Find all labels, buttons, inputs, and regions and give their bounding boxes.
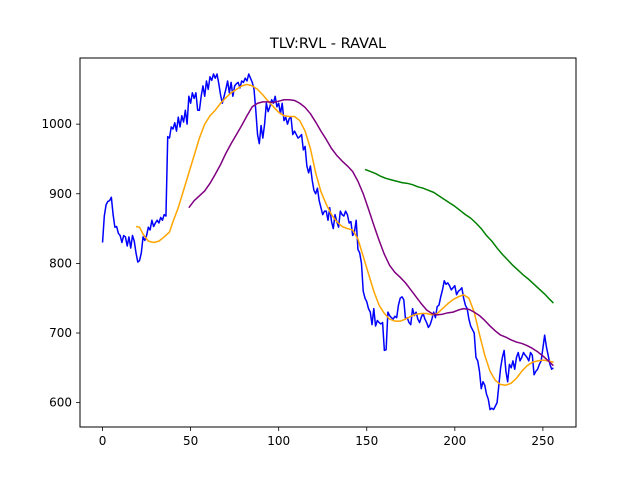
x-tick-label: 200 — [443, 434, 466, 448]
series-layer — [101, 73, 554, 411]
x-tick-label: 50 — [183, 434, 198, 448]
y-tick-label: 600 — [49, 396, 72, 410]
series-line-1 — [135, 83, 554, 386]
x-tick-label: 250 — [531, 434, 554, 448]
plot-frame — [79, 57, 577, 428]
x-tick-label: 150 — [355, 434, 378, 448]
x-tick-label: 100 — [267, 434, 290, 448]
y-tick-label: 700 — [49, 326, 72, 340]
series-line-0 — [101, 73, 554, 411]
y-axis: 600 700 800 900 1000 — [41, 117, 80, 410]
x-axis: 0 50 100 150 200 250 — [99, 427, 554, 448]
series-line-2 — [188, 99, 554, 367]
y-tick-label: 800 — [49, 256, 72, 270]
y-tick-label: 1000 — [41, 117, 72, 131]
series-line-3 — [364, 168, 554, 304]
chart-title: TLV:RVL - RAVAL — [269, 36, 386, 52]
x-tick-label: 0 — [99, 434, 107, 448]
y-tick-label: 900 — [49, 187, 72, 201]
